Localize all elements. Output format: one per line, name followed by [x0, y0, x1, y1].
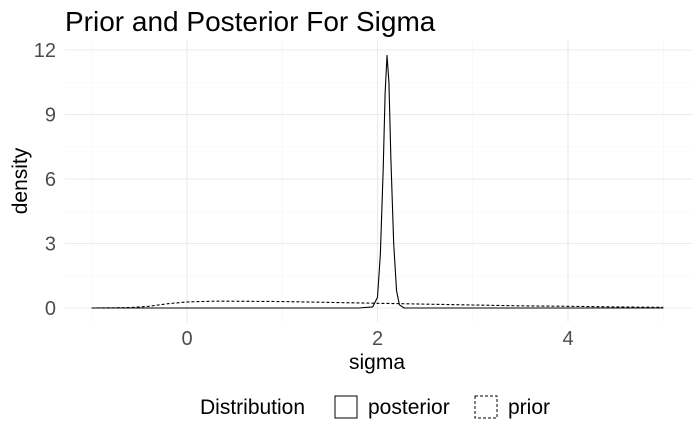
series-line-prior [91, 300, 664, 309]
x-tick-label-1: 2 [372, 328, 383, 350]
y-tick-label-2: 6 [45, 169, 56, 191]
legend: Distribution posterior prior [200, 395, 550, 419]
y-tick-label-0: 0 [45, 298, 56, 320]
y-tick-labels: 0 3 6 9 12 [34, 40, 56, 320]
legend-title: Distribution [200, 396, 305, 419]
legend-key-posterior [334, 395, 358, 419]
series-group [91, 54, 664, 309]
x-tick-label-0: 0 [181, 328, 192, 350]
legend-label-posterior: posterior [368, 396, 450, 419]
chart-title: Prior and Posterior For Sigma [65, 6, 436, 37]
y-tick-label-1: 3 [45, 234, 56, 256]
x-tick-labels: 0 2 4 [181, 328, 573, 350]
x-tick-label-2: 4 [562, 328, 573, 350]
y-tick-label-3: 9 [45, 105, 56, 127]
x-axis-title: sigma [349, 351, 405, 374]
y-tick-label-4: 12 [34, 40, 56, 62]
legend-key-prior [474, 395, 498, 419]
y-axis-title: density [9, 147, 32, 214]
legend-label-prior: prior [508, 396, 550, 419]
